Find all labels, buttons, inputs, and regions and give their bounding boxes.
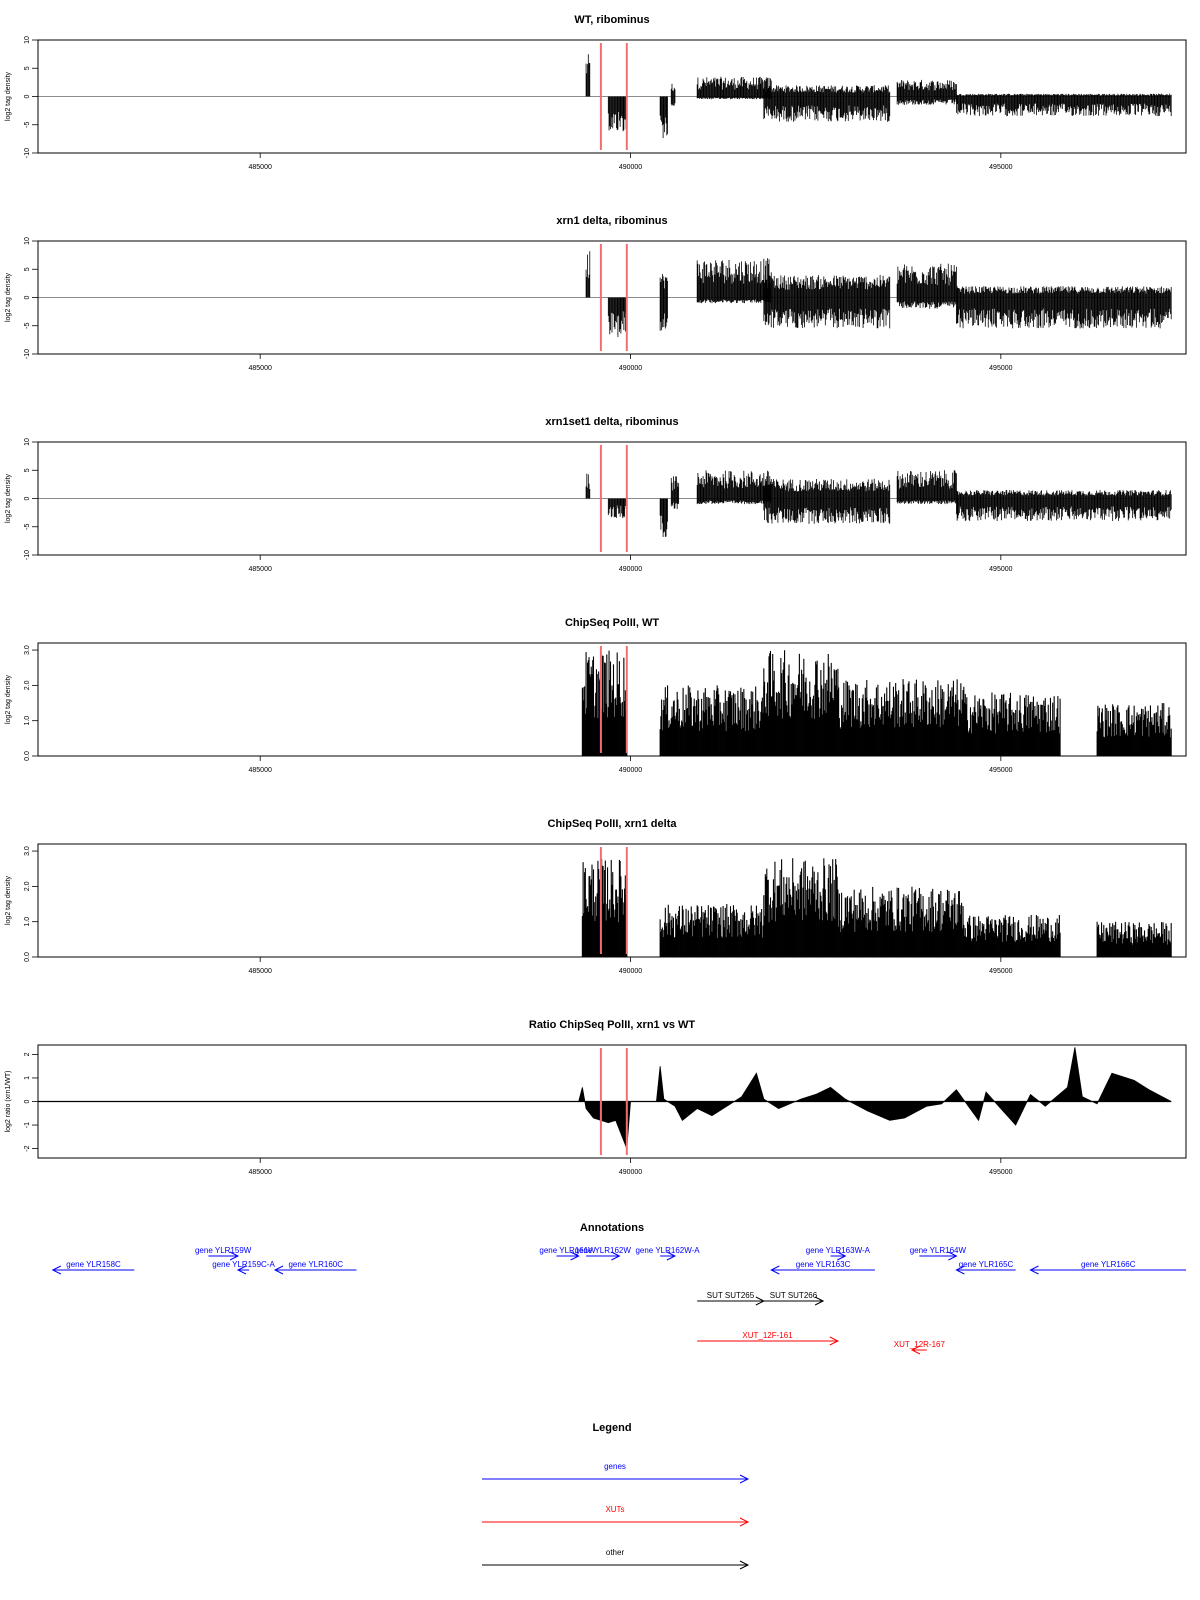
y-tick-label: 0 [24, 94, 31, 98]
y-tick-label: 5 [24, 468, 31, 472]
y-tick-label: 2.0 [24, 680, 31, 690]
y-tick-label: 0 [24, 295, 31, 299]
bar-series [585, 251, 1172, 338]
x-tick-label: 490000 [619, 365, 642, 372]
plot-frame [37, 441, 1187, 556]
x-tick-label: 495000 [989, 968, 1012, 975]
bar-series [585, 54, 1172, 139]
x-tick-label: 485000 [249, 566, 272, 573]
y-tick-label: -10 [24, 349, 31, 359]
panel-title: WT, ribominus [574, 14, 649, 26]
track-panels: WT, ribominus log2 tag density -10 -5 0 5 10 48… [5, 14, 1187, 1176]
track-panel: WT, ribominus log2 tag density -10 -5 0 5 10 48… [5, 14, 1187, 171]
y-tick-label: 3.0 [24, 846, 31, 856]
y-tick-label: 1.0 [24, 917, 31, 927]
y-tick-label: 10 [24, 237, 31, 245]
y-tick-label: -5 [24, 122, 31, 128]
plot-frame [37, 240, 1187, 355]
y-tick-label: -10 [24, 148, 31, 158]
x-tick-label: 490000 [619, 968, 642, 975]
bar-series [581, 650, 1172, 756]
y-tick-label: 1.0 [24, 716, 31, 726]
track-panel: xrn1 delta, ribominus log2 tag density -10… [5, 215, 1187, 372]
y-axis-label: log2 tag density [5, 875, 12, 925]
x-tick-label: 490000 [619, 566, 642, 573]
y-tick-label: -10 [24, 550, 31, 560]
y-tick-label: 5 [24, 267, 31, 271]
x-tick-label: 485000 [249, 365, 272, 372]
y-tick-label: 3.0 [24, 645, 31, 655]
x-tick-label: 495000 [989, 767, 1012, 774]
y-tick-label: 0.0 [24, 751, 31, 761]
plot-frame [37, 39, 1187, 154]
y-axis-label: log2 tag density [5, 71, 12, 121]
track-panel: ChipSeq PolII, xrn1 delta log2 tag densit… [5, 818, 1187, 975]
y-axis-label: log2 tag density [5, 473, 12, 523]
panel-title: ChipSeq PolII, xrn1 delta [548, 818, 678, 830]
bar-series [585, 470, 1172, 537]
y-tick-label: -5 [24, 524, 31, 530]
x-tick-label: 495000 [989, 164, 1012, 171]
y-tick-label: 10 [24, 438, 31, 446]
y-tick-label: 0.0 [24, 952, 31, 962]
y-tick-label: -5 [24, 323, 31, 329]
y-tick-label: 2.0 [24, 881, 31, 891]
x-tick-label: 490000 [619, 164, 642, 171]
x-tick-label: 485000 [249, 767, 272, 774]
panel-title: xrn1 delta, ribominus [556, 215, 667, 227]
x-tick-label: 485000 [249, 968, 272, 975]
x-tick-label: 495000 [989, 566, 1012, 573]
y-tick-label: 10 [24, 36, 31, 44]
panel-title: xrn1set1 delta, ribominus [545, 416, 678, 428]
y-tick-label: 0 [24, 496, 31, 500]
track-panel: xrn1set1 delta, ribominus log2 tag densit… [5, 416, 1187, 573]
y-tick-label: 5 [24, 66, 31, 70]
x-tick-label: 490000 [619, 767, 642, 774]
x-tick-label: 485000 [249, 164, 272, 171]
panel-title: ChipSeq PolII, WT [565, 617, 659, 629]
y-axis-label: log2 tag density [5, 674, 12, 724]
bar-series [581, 858, 1172, 957]
track-panel: ChipSeq PolII, WT log2 tag density 0.0 1.0 2… [5, 617, 1187, 774]
x-tick-label: 495000 [989, 365, 1012, 372]
y-axis-label: log2 tag density [5, 272, 12, 322]
plot-frame [37, 642, 1187, 757]
